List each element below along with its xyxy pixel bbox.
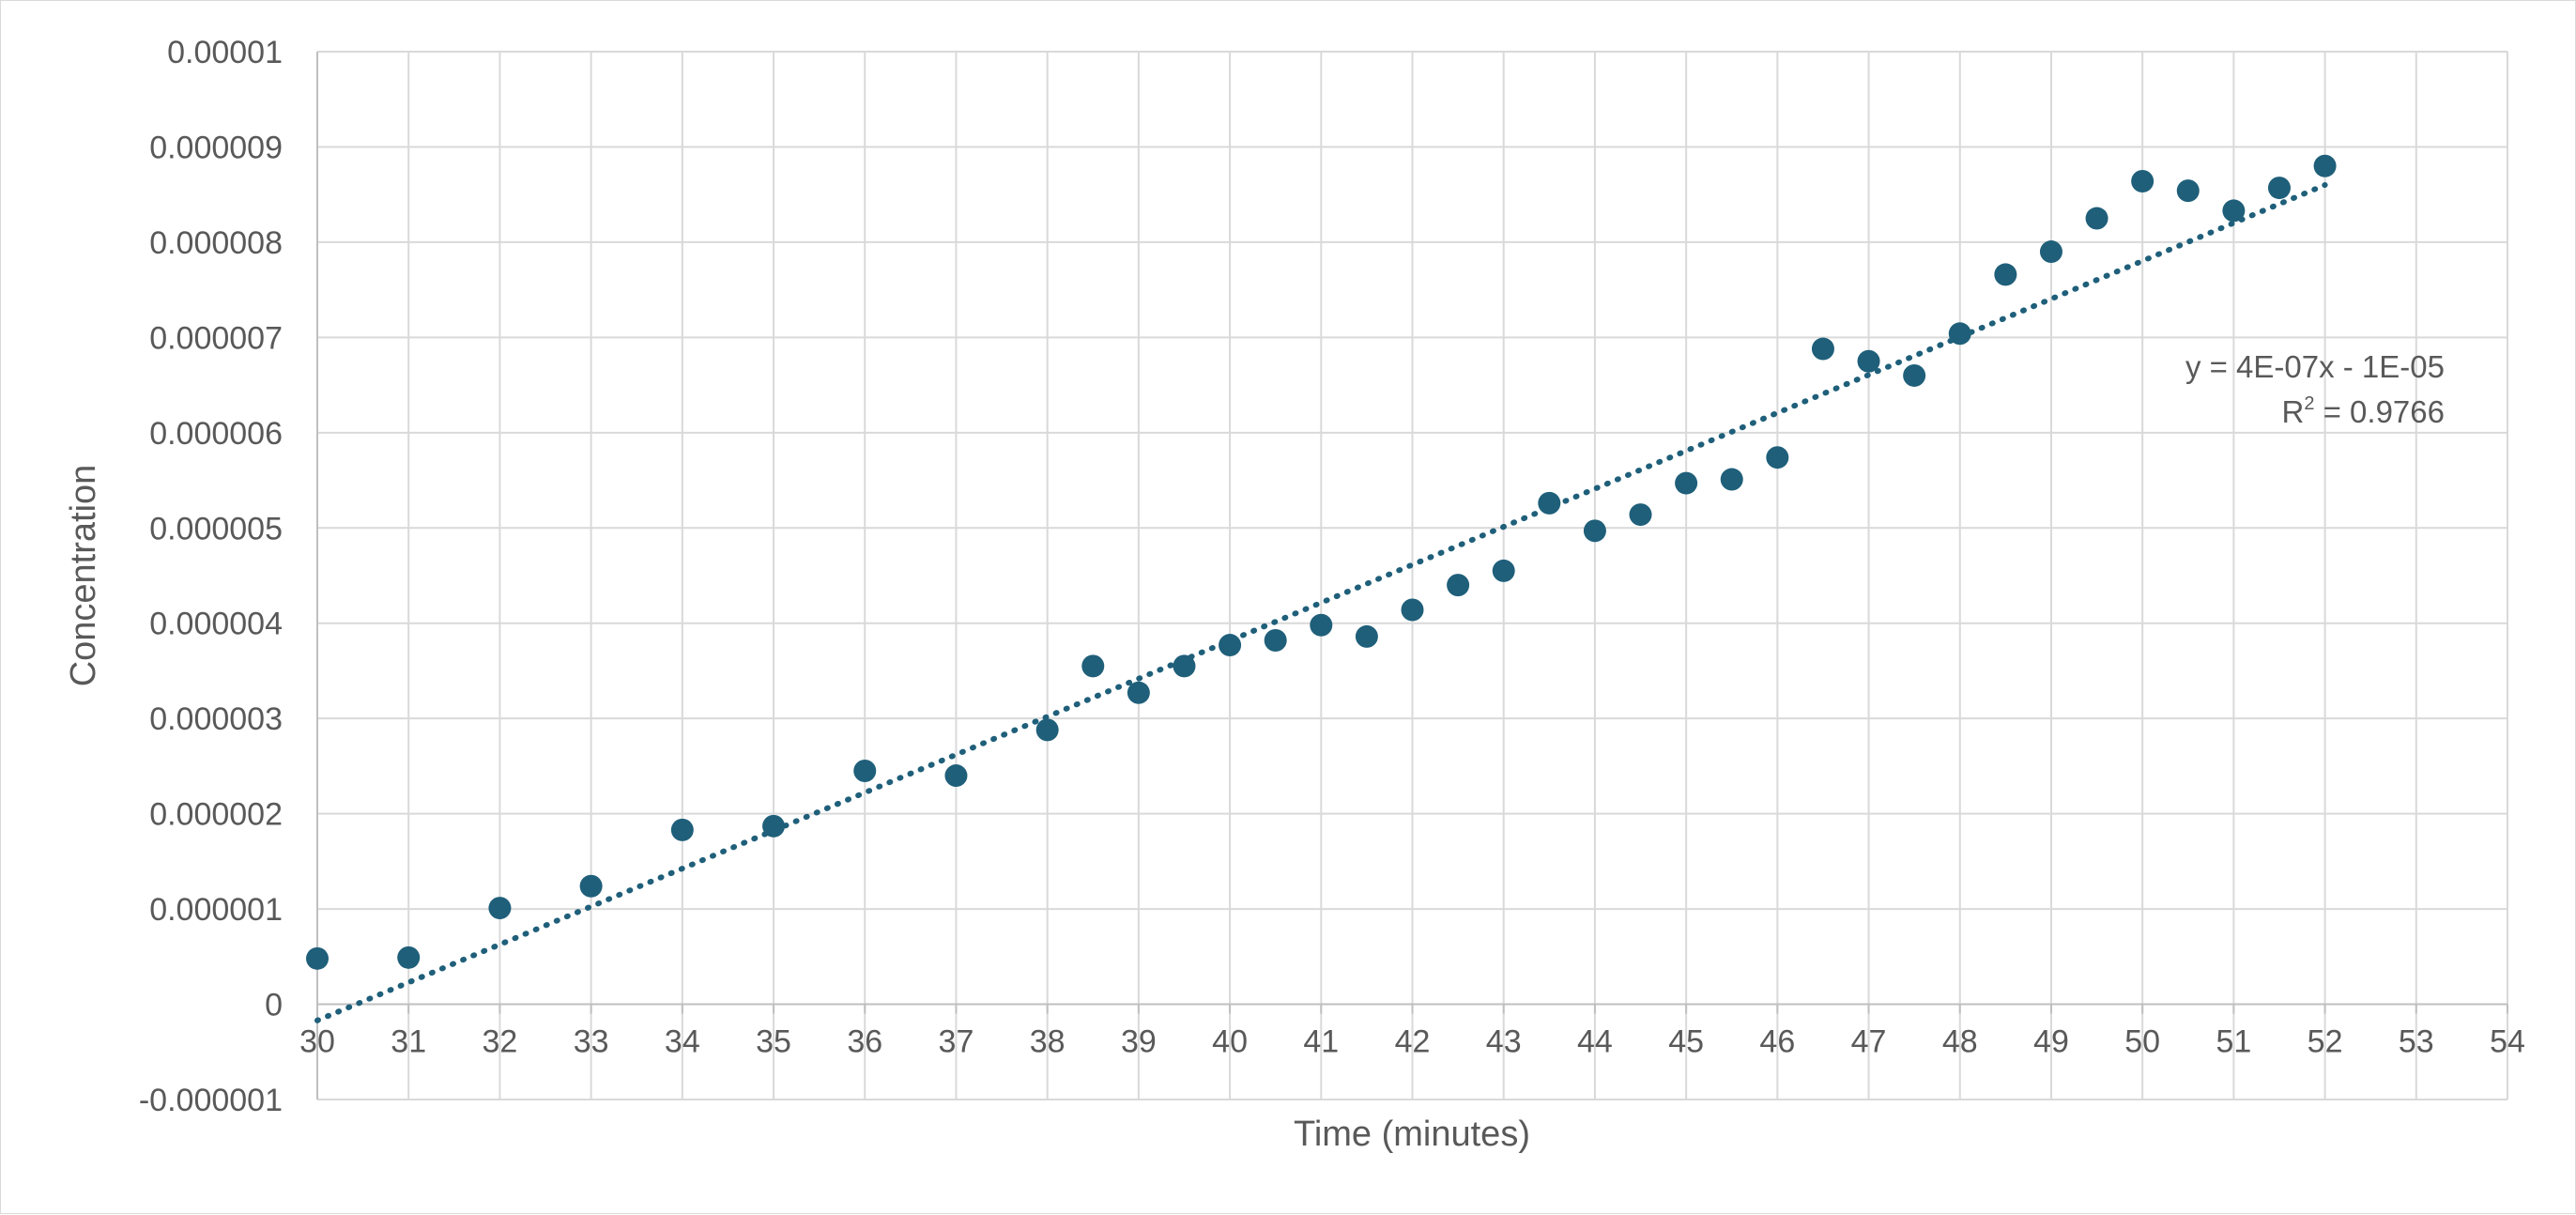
y-tick-label: 0.000005: [149, 511, 283, 546]
trendline-equation: y = 4E-07x - 1E-05: [2185, 349, 2445, 384]
data-points: [306, 154, 2337, 970]
data-point: [1492, 559, 1515, 582]
y-tick-label: 0: [265, 988, 283, 1023]
data-point: [1310, 613, 1333, 637]
data-point: [1035, 718, 1059, 742]
x-tick-labels: 30 31 32 33 34 35 36 37 38 39 40 41 42 43 44 45 46 47 48 49…: [299, 1024, 2525, 1060]
x-tick-label: 38: [1030, 1024, 1066, 1060]
x-tick-label: 36: [847, 1024, 882, 1060]
data-point: [2267, 177, 2291, 200]
data-point: [1675, 471, 1698, 495]
x-tick-label: 42: [1395, 1024, 1431, 1060]
data-point: [2313, 154, 2337, 177]
trendline-r-squared: R2 = 0.9766: [2281, 393, 2445, 429]
x-tick-label: 30: [299, 1024, 335, 1060]
data-point: [1127, 681, 1150, 704]
x-tick-label: 45: [1668, 1024, 1704, 1060]
y-tick-label: 0.000001: [149, 892, 283, 928]
x-tick-label: 48: [1942, 1024, 1978, 1060]
x-tick-label: 39: [1121, 1024, 1157, 1060]
y-tick-label: 0.000007: [149, 320, 283, 356]
data-point: [1355, 624, 1378, 648]
data-point: [1538, 491, 1561, 515]
trendline-layer: [314, 182, 2328, 1023]
y-tick-label: 0.000009: [149, 130, 283, 165]
x-tick-label: 51: [2216, 1024, 2251, 1060]
data-point: [306, 946, 329, 970]
data-point: [1766, 446, 1789, 469]
gridlines: [317, 51, 2508, 1100]
data-point: [488, 897, 512, 920]
data-point: [1173, 654, 1196, 678]
x-tick-label: 53: [2399, 1024, 2434, 1060]
x-axis-title: Time (minutes): [1294, 1115, 1530, 1154]
data-point: [1903, 363, 1926, 387]
x-tick-label: 44: [1577, 1024, 1613, 1060]
data-point: [579, 874, 603, 898]
y-tick-label: 0.000002: [149, 797, 283, 833]
r-squared-label: R: [2281, 394, 2304, 429]
x-tick-label: 37: [939, 1024, 974, 1060]
data-point: [2222, 199, 2246, 223]
x-tick-label: 50: [2124, 1024, 2160, 1060]
r-squared-value: = 0.9766: [2314, 394, 2445, 429]
trendline: [314, 182, 2328, 1023]
data-point: [1629, 503, 1652, 527]
y-tick-label: 0.000006: [149, 416, 283, 452]
data-point: [1264, 628, 1287, 652]
y-tick-label: 0.00001: [167, 35, 283, 70]
data-point: [1219, 634, 1242, 657]
y-tick-label: 0.000004: [149, 607, 283, 642]
data-point: [762, 814, 786, 838]
x-tick-label: 52: [2308, 1024, 2343, 1060]
data-point: [670, 818, 694, 841]
data-point: [1583, 519, 1606, 543]
r-squared-superscript: 2: [2304, 393, 2314, 414]
data-point: [1811, 337, 1834, 361]
y-tick-label: 0.000008: [149, 225, 283, 261]
x-tick-label: 31: [391, 1024, 426, 1060]
x-tick-label: 46: [1759, 1024, 1795, 1060]
x-tick-label: 35: [756, 1024, 791, 1060]
x-tick-label: 41: [1303, 1024, 1339, 1060]
data-point: [2131, 169, 2154, 192]
data-point: [2039, 240, 2062, 264]
data-point: [1857, 349, 1880, 373]
data-point: [1447, 574, 1470, 597]
data-point: [1720, 468, 1743, 491]
axes: [316, 52, 2508, 1100]
y-tick-label: -0.000001: [139, 1083, 283, 1118]
data-point: [397, 946, 421, 969]
data-point: [944, 764, 968, 788]
y-tick-label: 0.000003: [149, 701, 283, 737]
data-point: [1401, 598, 1424, 622]
x-tick-label: 47: [1851, 1024, 1887, 1060]
x-tick-label: 32: [483, 1024, 518, 1060]
y-axis-title: Concentration: [64, 465, 103, 687]
x-tick-label: 54: [2490, 1024, 2525, 1060]
x-tick-label: 43: [1486, 1024, 1522, 1060]
data-point: [2176, 179, 2200, 203]
y-tick-labels: -0.000001 0 0.000001 0.000002 0.000003 0.0000…: [139, 35, 283, 1118]
x-tick-label: 33: [574, 1024, 609, 1060]
data-point: [2085, 207, 2108, 230]
x-tick-label: 34: [665, 1024, 700, 1060]
data-point: [1081, 654, 1105, 678]
x-tick-label: 40: [1212, 1024, 1248, 1060]
data-point: [853, 759, 877, 782]
data-point: [1948, 322, 1971, 346]
x-tick-label: 49: [2033, 1024, 2069, 1060]
data-point: [1994, 263, 2017, 286]
